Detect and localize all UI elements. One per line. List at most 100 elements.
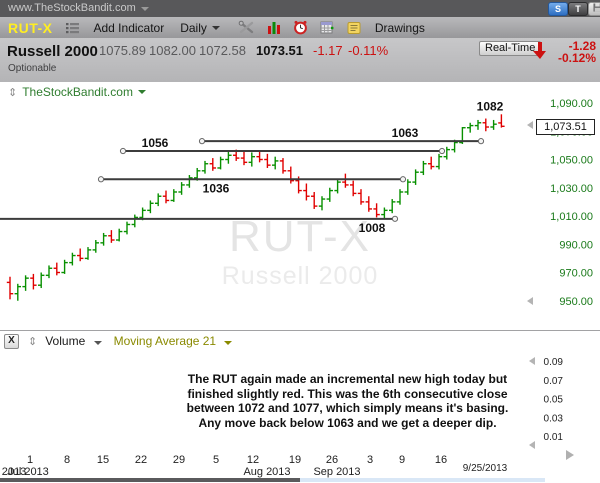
quote-bar: Russell 2000 1075.89 1082.00 1072.58 107…	[0, 38, 600, 82]
y-axis-tick: 950.00	[559, 296, 593, 308]
current-date-label: 9/25/2013	[463, 463, 508, 474]
annotation-line: The RUT again made an incremental new hi…	[187, 372, 508, 386]
y-axis-tick: 1,030.00	[550, 183, 593, 195]
y-axis-tick: 1,050.00	[550, 155, 593, 167]
bar-chart-icon	[267, 21, 280, 34]
trendline-handle	[119, 147, 127, 155]
timeframe-dropdown[interactable]: Daily	[180, 21, 220, 35]
chart-settings-button[interactable]	[238, 20, 255, 35]
x-axis-tick: 9	[399, 454, 405, 466]
drawings-label: Drawings	[374, 20, 425, 35]
chart-source-label: TheStockBandit.com	[22, 85, 133, 99]
trendline-handle	[198, 138, 206, 145]
chart-style-button[interactable]	[267, 21, 281, 35]
list-icon	[65, 22, 79, 33]
chevron-down-icon	[211, 25, 220, 30]
annotation-line: finished slightly red. This was the 6th …	[187, 386, 508, 401]
x-axis-tick: 8	[64, 454, 70, 466]
quote-change: -1.17	[313, 43, 343, 58]
quote-open: 1075.89	[99, 43, 146, 58]
style-menu-button[interactable]: S	[548, 2, 568, 23]
pane-divider	[0, 330, 600, 331]
horizontal-scrollbar-thumb[interactable]	[0, 478, 300, 482]
chevron-down-icon	[137, 90, 146, 94]
realtime-button[interactable]: Real-Time	[479, 41, 542, 56]
instrument-name: Russell 2000	[7, 43, 98, 60]
save-button[interactable]	[588, 2, 600, 16]
notes-button[interactable]	[347, 21, 361, 35]
drawings-button[interactable]: Drawings	[375, 21, 425, 35]
x-axis-tick: 19	[289, 454, 301, 466]
volume-axis-tick: 0.09	[544, 357, 564, 368]
x-axis-tick: 22	[135, 454, 147, 466]
watermark-symbol: RUT-X	[229, 212, 371, 261]
volume-pane-header: X ⇕ Volume Moving Average 21	[0, 333, 600, 349]
x-axis-tick: 3	[367, 454, 373, 466]
moving-average-dropdown[interactable]: Moving Average 21	[114, 334, 233, 348]
x-axis-month-label: Sep 2013	[313, 466, 360, 478]
watermark-name: Russell 2000	[221, 262, 379, 290]
add-indicator-button[interactable]: Add Indicator	[94, 21, 165, 35]
tools-icon	[238, 20, 254, 34]
volume-dropdown[interactable]: Volume	[45, 334, 102, 348]
notes-icon	[347, 21, 361, 34]
floppy-disk-icon	[592, 3, 600, 12]
trendline-price-label: 1063	[392, 126, 419, 140]
x-axis-month-label: Jul 2013	[7, 466, 49, 478]
x-axis-tick: 26	[326, 454, 338, 466]
x-axis-tick: 5	[213, 454, 219, 466]
alerts-button[interactable]	[293, 20, 308, 35]
move-pane-icon: ⇕	[28, 335, 38, 348]
chevron-down-icon	[93, 341, 102, 345]
y-axis-tick: 1,090.00	[550, 98, 593, 110]
axis-scroll-marker	[527, 297, 533, 305]
trendline-handle	[97, 176, 105, 183]
title-bar: www.TheStockBandit.com S T	[0, 0, 600, 23]
optionable-label: Optionable	[8, 63, 57, 74]
site-menu[interactable]: www.TheStockBandit.com	[8, 2, 149, 14]
ext-change: -1.28	[568, 39, 596, 53]
down-arrow-icon	[533, 42, 546, 59]
chevron-down-icon	[140, 7, 149, 11]
quote-last: 1073.51	[256, 43, 303, 58]
watchlist-button[interactable]	[65, 22, 80, 34]
add-indicator-label: Add Indicator	[93, 20, 165, 35]
close-pane-button[interactable]: X	[4, 333, 19, 349]
axis-scroll-marker	[529, 441, 535, 449]
quote-change-pct: -0.11%	[348, 43, 389, 58]
move-pane-icon: ⇕	[8, 86, 18, 99]
volume-label: Volume	[45, 334, 86, 348]
calendar-add-icon	[320, 21, 334, 33]
trendline-handle	[438, 147, 446, 155]
x-axis-tick: 29	[173, 454, 185, 466]
trendline-price-label: 1056	[142, 136, 169, 150]
moving-average-label: Moving Average 21	[113, 334, 217, 348]
symbol-label: RUT-X	[8, 19, 53, 36]
scroll-right-arrow	[566, 450, 574, 460]
x-axis-tick: 15	[97, 454, 109, 466]
volume-axis-tick: 0.01	[544, 432, 564, 443]
trendline-handle	[477, 138, 485, 145]
x-axis-year-label: 2013	[2, 466, 26, 478]
chart-source-dropdown[interactable]: ⇕ TheStockBandit.com	[8, 85, 146, 99]
x-axis-tick: 16	[435, 454, 447, 466]
axis-scroll-marker	[527, 121, 533, 129]
x-axis-tick: 12	[247, 454, 259, 466]
trendline-handle	[399, 176, 407, 183]
type-menu-button[interactable]: T	[568, 2, 588, 23]
earnings-calendar-button[interactable]	[320, 21, 335, 35]
x-axis-tick: 1	[27, 454, 33, 466]
site-menu-label: www.TheStockBandit.com	[8, 2, 136, 14]
ext-change-pct: -0.12%	[557, 51, 596, 65]
quote-low: 1072.58	[199, 43, 246, 58]
x-axis-month-label: Aug 2013	[243, 466, 290, 478]
quote-high: 1082.00	[149, 43, 196, 58]
chart-toolbar: RUT-X Add Indicator Daily	[0, 17, 600, 39]
chart-text-annotation[interactable]: The RUT again made an incremental new hi…	[95, 372, 600, 430]
annotation-line: Any move back below 1063 and we get a de…	[198, 415, 497, 430]
style-menu-label: S	[554, 4, 561, 14]
timeframe-label: Daily	[180, 20, 207, 35]
chevron-down-icon	[224, 341, 233, 345]
swing-high-label: 1082	[477, 99, 504, 113]
